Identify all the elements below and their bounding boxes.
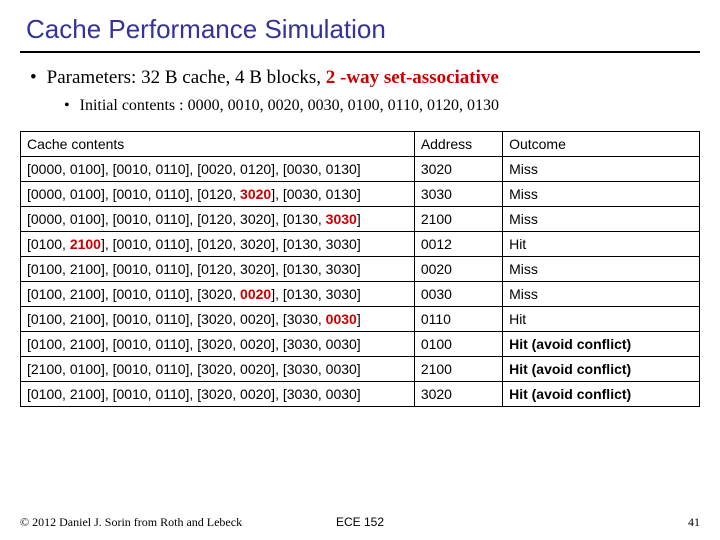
- cell-outcome: Hit: [503, 307, 700, 332]
- cell-address: 2100: [414, 207, 502, 232]
- cell-outcome: Hit (avoid conflict): [503, 332, 700, 357]
- cell-contents: [0100, 2100], [0010, 0110], [3020, 0020]…: [21, 307, 415, 332]
- cell-contents: [0000, 0100], [0010, 0110], [0120, 3020]…: [21, 207, 415, 232]
- cell-outcome: Miss: [503, 207, 700, 232]
- cell-address: 0012: [414, 232, 502, 257]
- bullet1-emphasis: 2 -way set-associative: [326, 67, 499, 88]
- cell-contents: [0100, 2100], [0010, 0110], [0120, 3020]…: [21, 232, 415, 257]
- th-address: Address: [414, 132, 502, 157]
- cell-contents: [0000, 0100], [0010, 0110], [0120, 3020]…: [21, 182, 415, 207]
- cell-outcome: Miss: [503, 157, 700, 182]
- footer-right: 41: [688, 515, 700, 530]
- cell-outcome: Hit (avoid conflict): [503, 382, 700, 407]
- text-segment: [0100, 2100], [0010, 0110], [3020, 0020]…: [27, 386, 361, 402]
- cell-contents: [0000, 0100], [0010, 0110], [0020, 0120]…: [21, 157, 415, 182]
- text-segment: ]: [357, 311, 361, 327]
- text-segment: [0100, 2100], [0010, 0110], [3020,: [27, 286, 240, 302]
- table-row: [0100, 2100], [0010, 0110], [3020, 0020]…: [21, 282, 700, 307]
- cell-address: 2100: [414, 357, 502, 382]
- cell-address: 0100: [414, 332, 502, 357]
- text-segment: ], [0010, 0110], [0120, 3020], [0130, 30…: [101, 236, 361, 252]
- text-segment: [0100, 2100], [0010, 0110], [0120, 3020]…: [27, 261, 361, 277]
- cell-contents: [0100, 2100], [0010, 0110], [0120, 3020]…: [21, 257, 415, 282]
- text-segment: ], [0130, 3030]: [271, 286, 361, 302]
- cell-outcome: Miss: [503, 257, 700, 282]
- text-segment: [0100, 2100], [0010, 0110], [3020, 0020]…: [27, 336, 361, 352]
- cell-outcome: Miss: [503, 182, 700, 207]
- th-contents: Cache contents: [21, 132, 415, 157]
- text-segment: [0000, 0100], [0010, 0110], [0020, 0120]…: [27, 161, 361, 177]
- table-header-row: Cache contents Address Outcome: [21, 132, 700, 157]
- footer-center: ECE 152: [336, 515, 384, 529]
- highlight-value: 0030: [326, 311, 357, 327]
- highlight-value: 0020: [240, 286, 271, 302]
- text-segment: [0100, 2100], [0010, 0110], [3020, 0020]…: [27, 311, 326, 327]
- highlight-value: 3030: [326, 211, 357, 227]
- table-row: [0000, 0100], [0010, 0110], [0120, 3020]…: [21, 207, 700, 232]
- bullet-dot: •: [30, 67, 37, 89]
- cell-contents: [0100, 2100], [0010, 0110], [3020, 0020]…: [21, 382, 415, 407]
- table-row: [0100, 2100], [0010, 0110], [3020, 0020]…: [21, 307, 700, 332]
- bullet-dot: •: [64, 97, 70, 115]
- text-segment: ], [0030, 0130]: [271, 186, 361, 202]
- cell-address: 3020: [414, 382, 502, 407]
- th-outcome: Outcome: [503, 132, 700, 157]
- bullet2-text: Initial contents : 0000, 0010, 0020, 003…: [80, 97, 499, 115]
- table-row: [2100, 0100], [0010, 0110], [3020, 0020]…: [21, 357, 700, 382]
- text-segment: [0000, 0100], [0010, 0110], [0120,: [27, 186, 240, 202]
- bullet-level2: • Initial contents : 0000, 0010, 0020, 0…: [64, 97, 690, 115]
- cell-address: 3020: [414, 157, 502, 182]
- cell-address: 3030: [414, 182, 502, 207]
- footer-left: © 2012 Daniel J. Sorin from Roth and Leb…: [20, 515, 242, 530]
- cell-address: 0030: [414, 282, 502, 307]
- table-row: [0100, 2100], [0010, 0110], [3020, 0020]…: [21, 382, 700, 407]
- bullet1-prefix: Parameters: 32 B cache, 4 B blocks,: [47, 67, 326, 88]
- cell-outcome: Hit (avoid conflict): [503, 357, 700, 382]
- table-row: [0000, 0100], [0010, 0110], [0020, 0120]…: [21, 157, 700, 182]
- cell-outcome: Hit: [503, 232, 700, 257]
- text-segment: ]: [357, 211, 361, 227]
- text-segment: [0000, 0100], [0010, 0110], [0120, 3020]…: [27, 211, 326, 227]
- cell-contents: [0100, 2100], [0010, 0110], [3020, 0020]…: [21, 282, 415, 307]
- bullet1-text: Parameters: 32 B cache, 4 B blocks, 2 -w…: [47, 67, 499, 89]
- table-row: [0000, 0100], [0010, 0110], [0120, 3020]…: [21, 182, 700, 207]
- cache-table: Cache contents Address Outcome [0000, 01…: [20, 131, 700, 407]
- cell-address: 0110: [414, 307, 502, 332]
- table-row: [0100, 2100], [0010, 0110], [0120, 3020]…: [21, 257, 700, 282]
- bullet-level1: • Parameters: 32 B cache, 4 B blocks, 2 …: [30, 67, 690, 89]
- highlight-value: 3020: [240, 186, 271, 202]
- cell-address: 0020: [414, 257, 502, 282]
- table-row: [0100, 2100], [0010, 0110], [0120, 3020]…: [21, 232, 700, 257]
- cell-contents: [2100, 0100], [0010, 0110], [3020, 0020]…: [21, 357, 415, 382]
- slide-title: Cache Performance Simulation: [20, 14, 700, 53]
- cell-outcome: Miss: [503, 282, 700, 307]
- cell-contents: [0100, 2100], [0010, 0110], [3020, 0020]…: [21, 332, 415, 357]
- highlight-value: 2100: [70, 236, 101, 252]
- text-segment: [2100, 0100], [0010, 0110], [3020, 0020]…: [27, 361, 361, 377]
- table-row: [0100, 2100], [0010, 0110], [3020, 0020]…: [21, 332, 700, 357]
- text-segment: [0100,: [27, 236, 70, 252]
- footer: © 2012 Daniel J. Sorin from Roth and Leb…: [20, 515, 700, 530]
